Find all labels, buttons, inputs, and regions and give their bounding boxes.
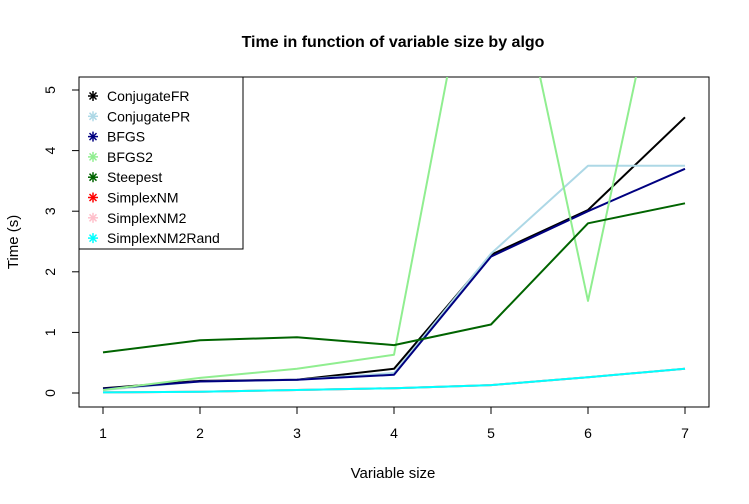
legend-marker-icon (88, 233, 98, 244)
legend-label: SimplexNM2 (107, 210, 187, 226)
y-tick-label: 5 (42, 86, 58, 94)
x-tick-label: 4 (390, 425, 398, 441)
x-tick-label: 6 (584, 425, 592, 441)
legend-item: Steepest (88, 169, 162, 185)
series-line-steepest (102, 202, 686, 354)
y-tick-label: 3 (42, 207, 58, 215)
y-tick-label: 4 (42, 146, 58, 154)
x-tick-label: 1 (99, 425, 107, 441)
y-axis: 0 1 2 3 4 5 (42, 86, 80, 397)
legend-marker-icon (88, 111, 98, 122)
chart-title: Time in function of variable size by alg… (242, 34, 545, 51)
legend-marker-icon (88, 91, 98, 101)
legend-item: ConjugatePR (88, 108, 190, 124)
legend-marker-icon (88, 212, 98, 223)
legend-item: ConjugateFR (88, 88, 190, 104)
y-tick-label: 1 (42, 328, 58, 336)
y-tick-label: 0 (42, 389, 58, 397)
legend-item: SimplexNM (88, 190, 179, 206)
series-line-bfgs (102, 167, 686, 390)
x-axis-label: Variable size (351, 465, 436, 482)
legend-label: BFGS2 (107, 149, 153, 165)
legend-label: SimplexNM2Rand (107, 230, 220, 246)
legend-box (78, 76, 244, 250)
legend-label: BFGS (107, 129, 145, 145)
x-tick-label: 7 (681, 425, 689, 441)
y-tick-label: 2 (42, 268, 58, 276)
legend-label: Steepest (107, 169, 162, 185)
x-axis: 1 2 3 4 5 6 7 (99, 406, 689, 441)
legend-item: SimplexNM2 (88, 210, 187, 226)
series-line-simplexnm2rand (102, 367, 686, 394)
legend-label: SimplexNM (107, 190, 179, 206)
legend-item: BFGS2 (88, 149, 153, 165)
legend-marker-icon (88, 151, 98, 162)
x-tick-label: 5 (487, 425, 495, 441)
x-tick-label: 2 (196, 425, 204, 441)
x-tick-label: 3 (293, 425, 301, 441)
legend: ConjugateFR ConjugatePR BFGS BFGS2 Steepest S… (78, 76, 244, 250)
y-axis-label: Time (s) (5, 215, 22, 269)
legend-label: ConjugateFR (107, 88, 190, 104)
legend-marker-icon (88, 192, 98, 203)
series-line-bfgs2 (102, 77, 637, 391)
legend-label: ConjugatePR (107, 108, 190, 124)
series-lines (102, 77, 686, 394)
legend-marker-icon (88, 131, 98, 142)
legend-item: SimplexNM2Rand (88, 230, 220, 246)
legend-item: BFGS (88, 129, 145, 145)
legend-marker-icon (88, 172, 98, 183)
